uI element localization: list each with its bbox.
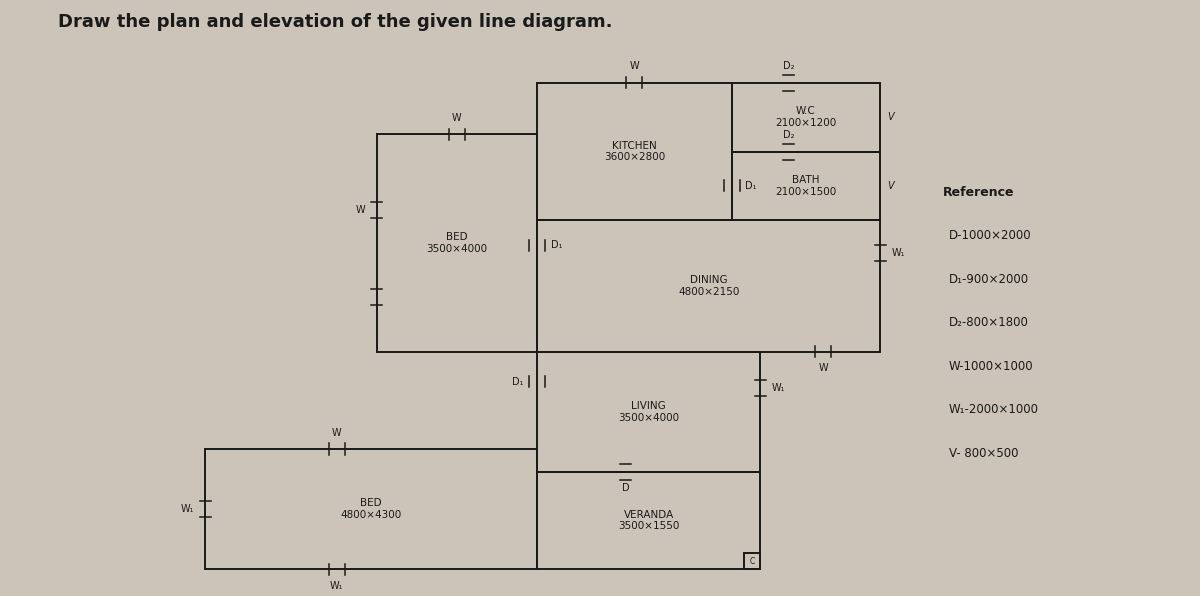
Bar <box>538 472 761 569</box>
Text: KITCHEN
3600×2800: KITCHEN 3600×2800 <box>604 141 665 162</box>
Text: W₁-2000×1000: W₁-2000×1000 <box>949 403 1039 417</box>
Text: D: D <box>622 483 630 493</box>
Text: W₁: W₁ <box>180 504 193 514</box>
Text: W: W <box>332 428 342 437</box>
Text: Draw the plan and elevation of the given line diagram.: Draw the plan and elevation of the given… <box>58 13 612 32</box>
Text: BATH
2100×1500: BATH 2100×1500 <box>775 175 836 197</box>
Text: W: W <box>630 61 640 72</box>
Text: D₁: D₁ <box>551 240 563 250</box>
Text: D₁: D₁ <box>512 377 523 387</box>
Bar <box>732 83 881 151</box>
Text: Reference: Reference <box>943 186 1015 199</box>
Bar <box>732 151 881 220</box>
Text: W₁: W₁ <box>892 248 905 258</box>
Text: W₁: W₁ <box>330 581 343 591</box>
Bar <box>538 220 881 352</box>
Text: V: V <box>887 112 894 122</box>
Bar <box>538 83 732 220</box>
Text: W-1000×1000: W-1000×1000 <box>949 360 1033 373</box>
Bar <box>205 449 538 569</box>
Text: DINING
4800×2150: DINING 4800×2150 <box>678 275 739 297</box>
Text: W: W <box>355 206 366 216</box>
Text: D₂: D₂ <box>784 61 794 72</box>
Bar <box>377 134 538 352</box>
Text: D-1000×2000: D-1000×2000 <box>949 229 1032 243</box>
Text: BED
3500×4000: BED 3500×4000 <box>426 232 487 254</box>
Text: D₂-800×1800: D₂-800×1800 <box>949 316 1028 330</box>
Text: W: W <box>818 363 828 373</box>
Text: V- 800×500: V- 800×500 <box>949 447 1019 460</box>
Text: VERANDA
3500×1550: VERANDA 3500×1550 <box>618 510 679 532</box>
Text: C: C <box>750 557 755 566</box>
Text: LIVING
3500×4000: LIVING 3500×4000 <box>618 401 679 423</box>
Text: W: W <box>452 113 462 123</box>
Text: D₂: D₂ <box>784 130 794 140</box>
Text: BED
4800×4300: BED 4800×4300 <box>341 498 402 520</box>
Text: V: V <box>887 181 894 191</box>
Bar <box>744 553 761 569</box>
Bar <box>538 352 761 472</box>
Text: D₁: D₁ <box>745 181 757 191</box>
Text: W.C
2100×1200: W.C 2100×1200 <box>775 107 836 128</box>
Text: D₁-900×2000: D₁-900×2000 <box>949 273 1030 286</box>
Text: W₁: W₁ <box>772 383 785 393</box>
